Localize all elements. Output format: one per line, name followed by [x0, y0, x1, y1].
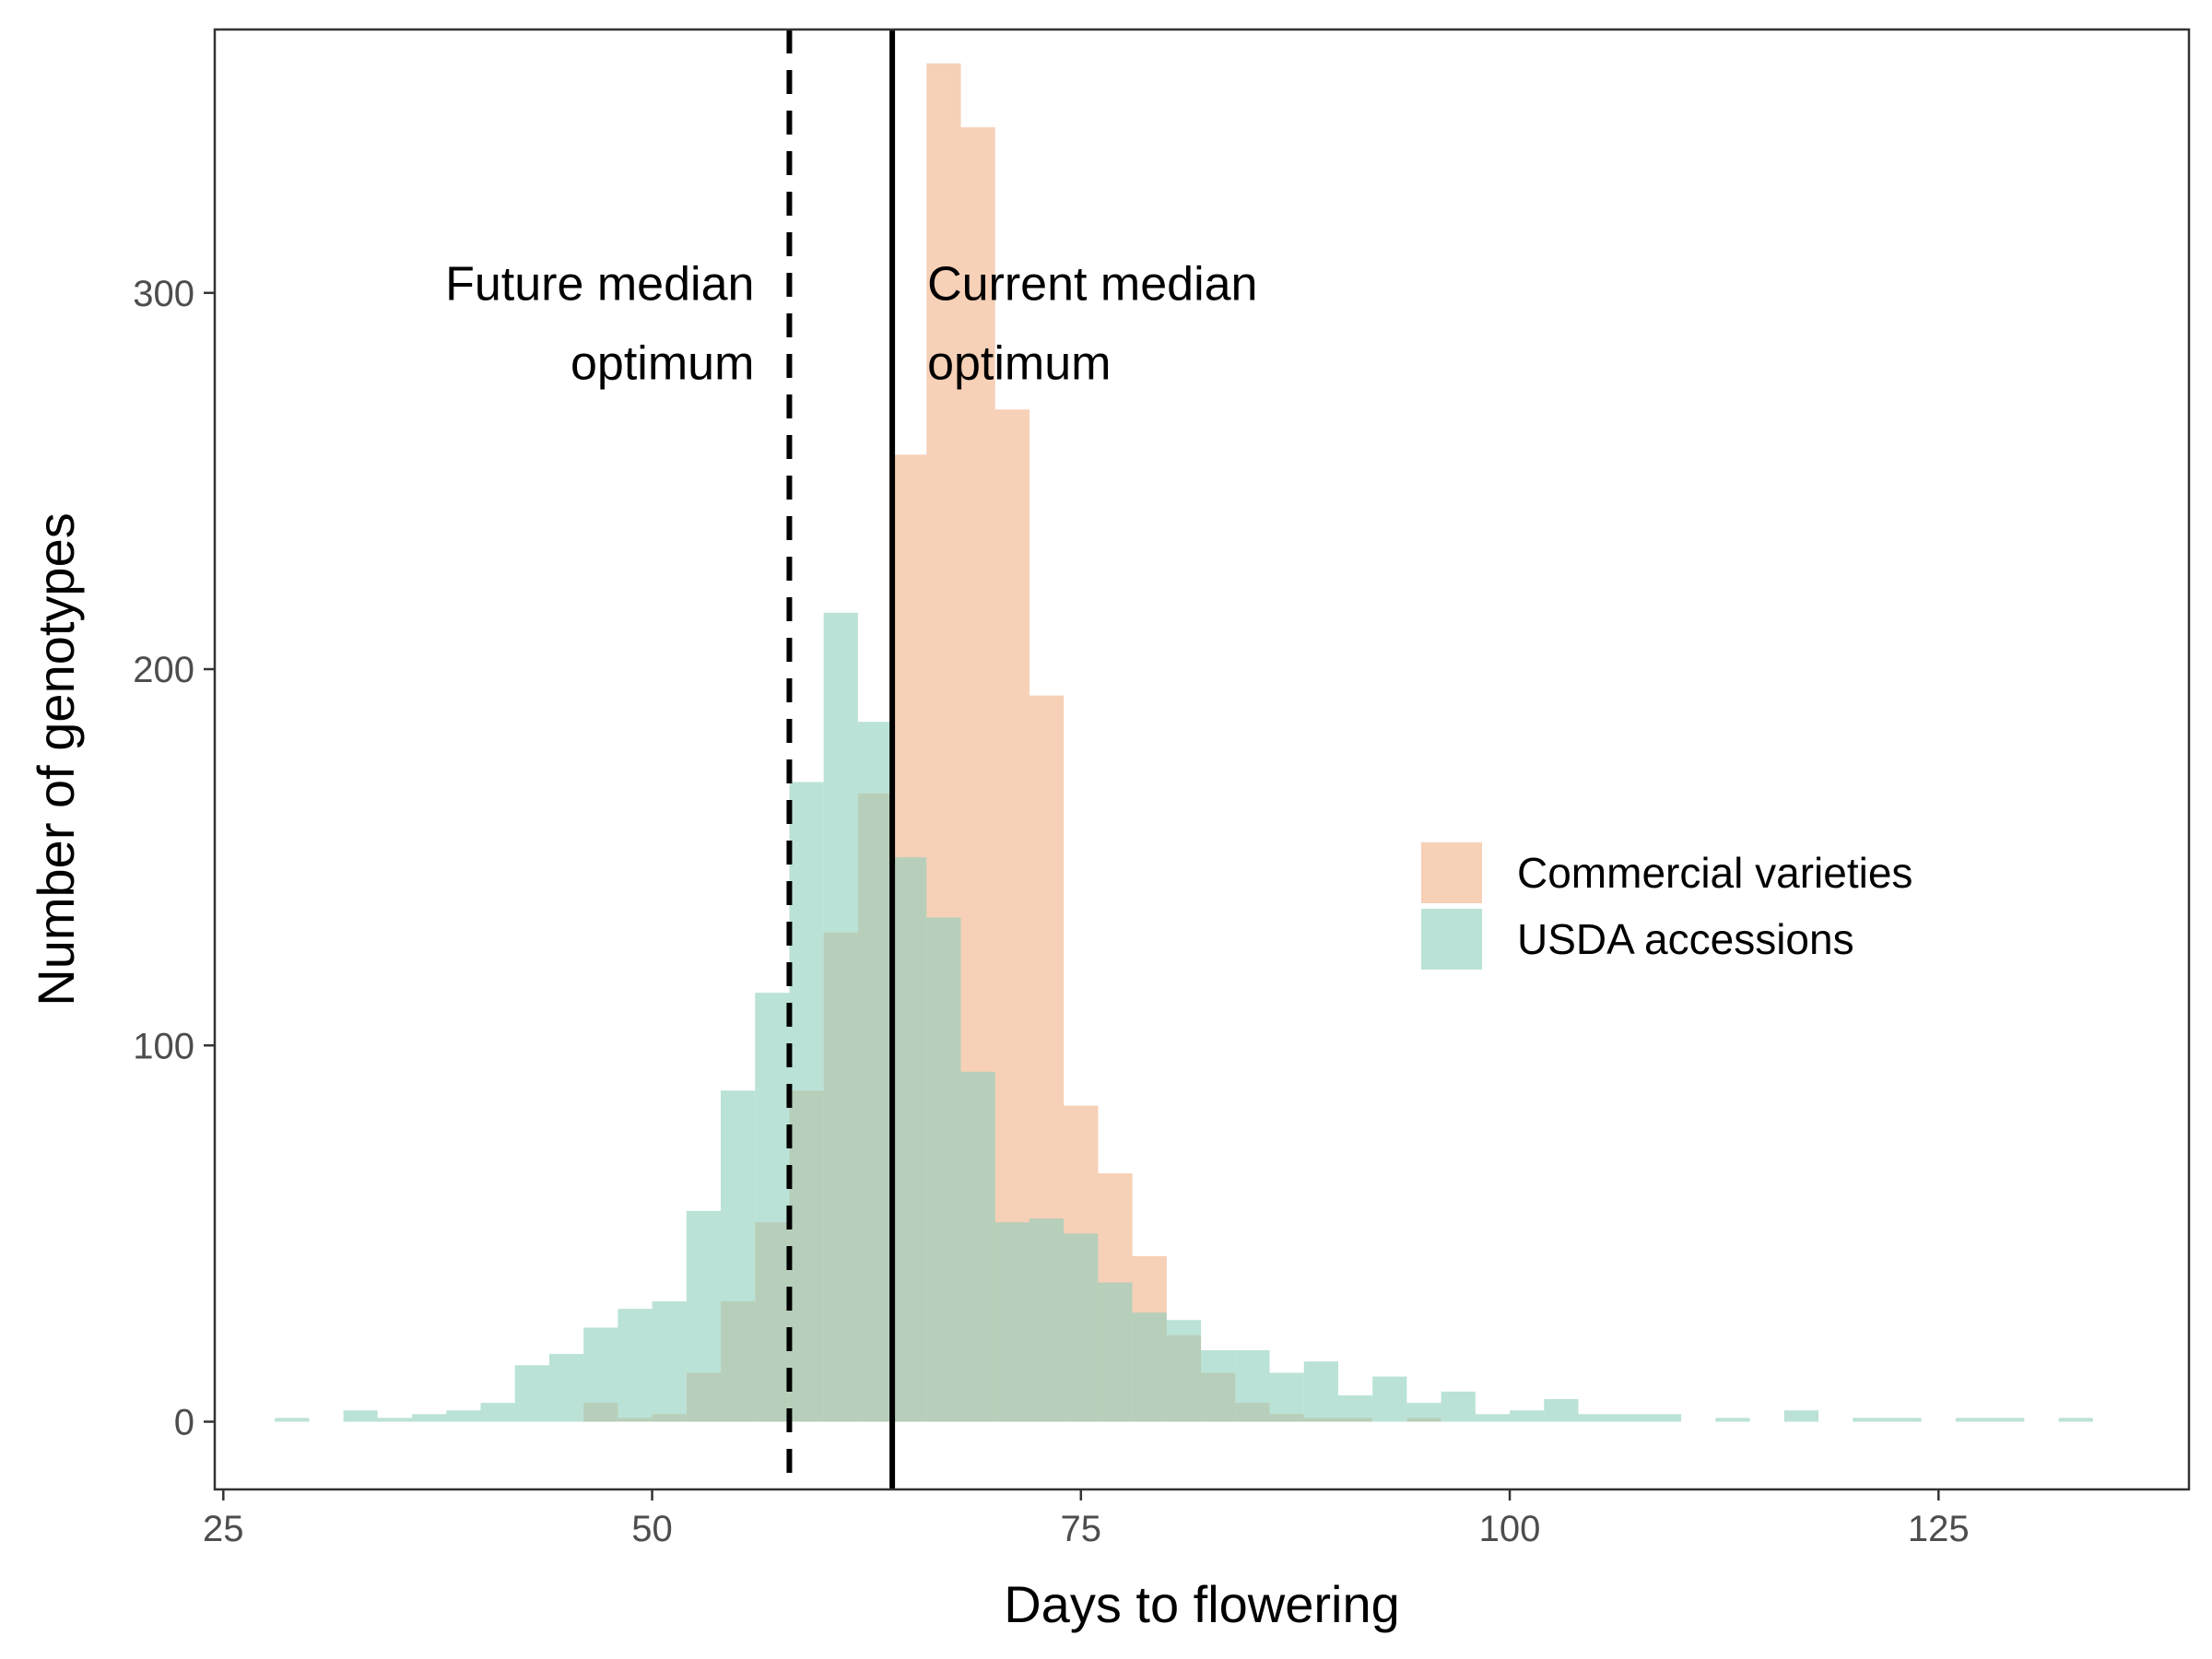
y-tick-label-200: 200 [133, 650, 194, 690]
bar-usda-accessions-123 [1887, 1418, 1922, 1422]
bar-usda-accessions-33 [343, 1410, 378, 1422]
bar-usda-accessions-105 [1578, 1414, 1613, 1422]
bar-usda-accessions-61 [823, 612, 858, 1422]
y-tick-label-300: 300 [133, 274, 194, 314]
x-tick-label-100: 100 [1479, 1509, 1541, 1549]
reference-lines [786, 29, 896, 1489]
series-usda-accessions [275, 612, 2093, 1422]
bar-usda-accessions-89 [1303, 1361, 1338, 1422]
future-median-label-line-2: optimum [571, 336, 754, 390]
bar-usda-accessions-75 [1064, 1233, 1099, 1422]
bar-usda-accessions-77 [1098, 1282, 1133, 1422]
bar-usda-accessions-65 [892, 857, 927, 1422]
bar-usda-accessions-113 [1715, 1418, 1750, 1422]
bar-usda-accessions-59 [789, 782, 824, 1422]
current-median-label-line-1: Current median [927, 257, 1257, 311]
bar-usda-accessions-29 [275, 1418, 310, 1422]
bar-usda-accessions-121 [1853, 1418, 1888, 1422]
bar-usda-accessions-99 [1475, 1414, 1511, 1422]
y-axis: 0 100 200 300 [133, 274, 215, 1443]
legend-label-commercial-varieties: Commercial varieties [1517, 849, 1912, 897]
bar-usda-accessions-97 [1441, 1391, 1476, 1422]
bar-usda-accessions-39 [446, 1410, 481, 1422]
x-tick-label-50: 50 [631, 1509, 673, 1549]
x-axis-title: Days to flowering [1004, 1575, 1400, 1633]
y-axis-title: Number of genotypes [27, 512, 85, 1006]
annotations: Future median optimum Current median optimu… [445, 257, 1257, 390]
bar-usda-accessions-129 [1990, 1418, 2025, 1422]
bar-usda-accessions-43 [514, 1365, 549, 1422]
bar-usda-accessions-103 [1544, 1399, 1579, 1422]
x-tick-label-125: 125 [1908, 1509, 1970, 1549]
y-tick-label-100: 100 [133, 1026, 194, 1066]
bar-usda-accessions-87 [1269, 1372, 1304, 1422]
bar-usda-accessions-117 [1783, 1410, 1819, 1422]
legend-key-usda-accessions [1421, 909, 1482, 970]
bar-usda-accessions-81 [1166, 1320, 1202, 1422]
bar-usda-accessions-69 [960, 1071, 995, 1422]
bar-usda-accessions-67 [926, 917, 961, 1422]
bar-usda-accessions-91 [1337, 1394, 1373, 1422]
bar-usda-accessions-49 [618, 1309, 653, 1422]
legend-label-usda-accessions: USDA accessions [1517, 915, 1854, 963]
bar-usda-accessions-35 [377, 1418, 413, 1422]
bar-usda-accessions-47 [583, 1327, 618, 1422]
bar-usda-accessions-93 [1372, 1376, 1407, 1422]
bar-usda-accessions-53 [686, 1210, 721, 1422]
bar-usda-accessions-73 [1029, 1218, 1065, 1422]
bar-usda-accessions-63 [857, 722, 893, 1422]
bar-usda-accessions-109 [1646, 1414, 1682, 1422]
x-tick-label-25: 25 [203, 1509, 244, 1549]
y-tick-label-0: 0 [174, 1403, 194, 1443]
bar-usda-accessions-133 [2058, 1418, 2093, 1422]
bar-usda-accessions-51 [652, 1300, 687, 1422]
bar-usda-accessions-85 [1235, 1349, 1270, 1422]
bar-usda-accessions-71 [994, 1222, 1030, 1422]
current-median-label-line-2: optimum [927, 336, 1111, 390]
legend: Commercial varieties USDA accessions [1421, 842, 1912, 970]
x-axis: 25 50 75 100 125 [203, 1489, 1970, 1549]
future-median-label-line-1: Future median [445, 257, 754, 311]
histogram-bars [275, 63, 2093, 1422]
x-tick-label-75: 75 [1061, 1509, 1102, 1549]
bar-usda-accessions-127 [1955, 1418, 1991, 1422]
bar-usda-accessions-101 [1510, 1410, 1545, 1422]
legend-key-commercial-varieties [1421, 842, 1482, 903]
panel-border [213, 28, 2191, 1491]
bar-usda-accessions-37 [412, 1414, 447, 1422]
bar-usda-accessions-95 [1406, 1403, 1441, 1422]
bar-usda-accessions-83 [1201, 1349, 1236, 1422]
bar-usda-accessions-107 [1612, 1414, 1647, 1422]
bar-usda-accessions-79 [1132, 1312, 1167, 1422]
bar-usda-accessions-45 [548, 1354, 584, 1422]
bar-usda-accessions-41 [480, 1403, 515, 1422]
bar-usda-accessions-57 [755, 993, 790, 1422]
bar-usda-accessions-55 [720, 1090, 756, 1422]
